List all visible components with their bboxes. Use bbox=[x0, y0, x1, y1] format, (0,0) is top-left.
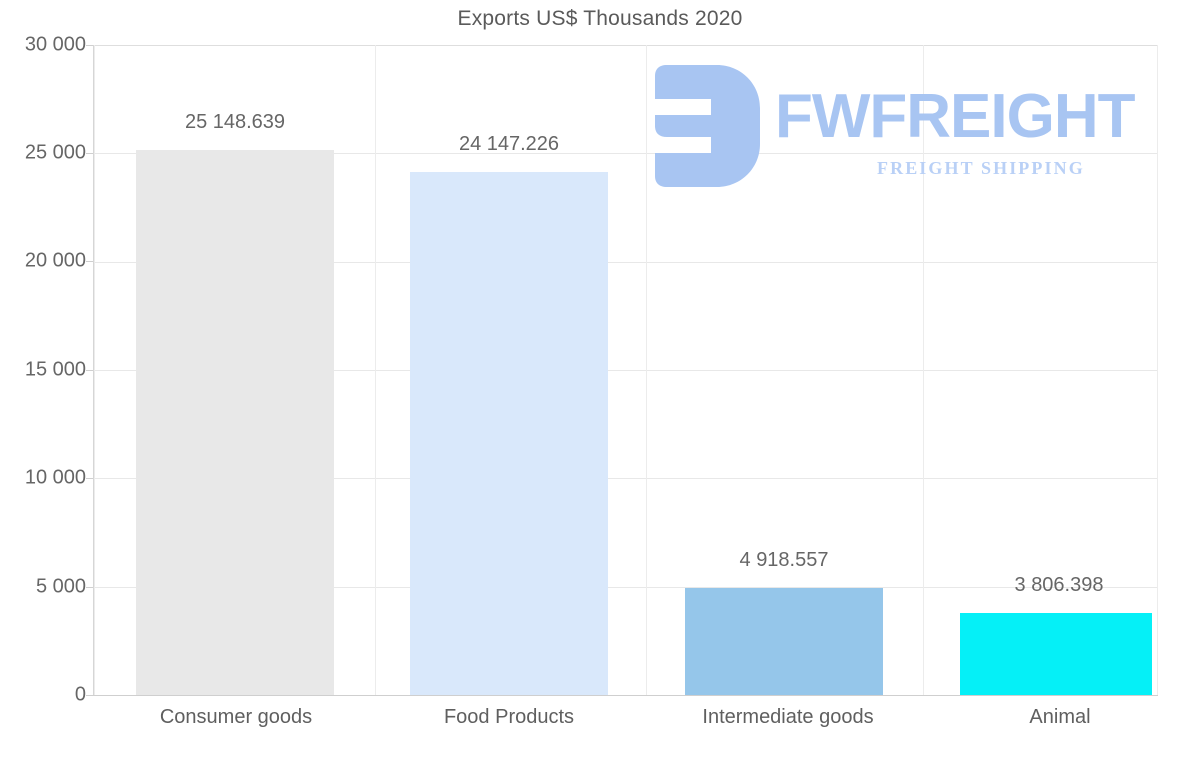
bar-value-label: 3 806.398 bbox=[1014, 574, 1104, 596]
bar-value-label: 4 918.557 bbox=[739, 549, 829, 571]
x-tick-label-animal: Animal bbox=[1029, 706, 1091, 728]
y-tick-mark bbox=[86, 153, 94, 154]
y-tick-label: 30 000 bbox=[24, 33, 86, 56]
category-separator bbox=[94, 45, 95, 695]
category-separator bbox=[923, 45, 924, 695]
category-separator bbox=[375, 45, 376, 695]
bar-food-products[interactable] bbox=[410, 172, 608, 695]
y-tick-label: 20 000 bbox=[24, 249, 86, 272]
y-axis-line bbox=[93, 45, 94, 696]
y-tick-label: 10 000 bbox=[24, 466, 86, 489]
gridline-25000 bbox=[94, 153, 1158, 154]
y-tick-mark bbox=[86, 261, 94, 262]
bar-intermediate-goods[interactable] bbox=[685, 588, 883, 695]
bar-consumer-goods[interactable] bbox=[136, 150, 334, 695]
bar-animal[interactable] bbox=[960, 613, 1152, 695]
y-axis-tick-labels: 30 000 25 000 20 000 15 000 10 000 5 000… bbox=[0, 0, 86, 763]
y-tick-label: 25 000 bbox=[24, 141, 86, 164]
y-tick-mark bbox=[86, 587, 94, 588]
gridline-20000 bbox=[94, 262, 1158, 263]
y-tick-label: 5 000 bbox=[35, 575, 86, 598]
x-tick-label-consumer-goods: Consumer goods bbox=[159, 706, 313, 728]
y-tick-mark bbox=[86, 478, 94, 479]
y-tick-mark bbox=[86, 370, 94, 371]
gridline-30000 bbox=[94, 45, 1158, 46]
gridline-10000 bbox=[94, 478, 1158, 479]
x-tick-label-intermediate-goods: Intermediate goods bbox=[702, 706, 874, 728]
y-tick-label: 0 bbox=[74, 683, 86, 706]
gridline-15000 bbox=[94, 370, 1158, 371]
y-tick-label: 15 000 bbox=[24, 358, 86, 381]
y-tick-mark bbox=[86, 695, 94, 696]
bar-value-label: 25 148.639 bbox=[184, 111, 286, 133]
category-separator bbox=[646, 45, 647, 695]
x-axis-line bbox=[93, 695, 1158, 696]
y-tick-mark bbox=[86, 45, 94, 46]
x-tick-label-food-products: Food Products bbox=[443, 706, 575, 728]
gridline-5000 bbox=[94, 587, 1158, 588]
category-separator bbox=[1157, 45, 1158, 695]
plot-area bbox=[94, 45, 1158, 695]
chart-title: Exports US$ Thousands 2020 bbox=[457, 7, 743, 30]
bar-value-label: 24 147.226 bbox=[458, 133, 560, 155]
